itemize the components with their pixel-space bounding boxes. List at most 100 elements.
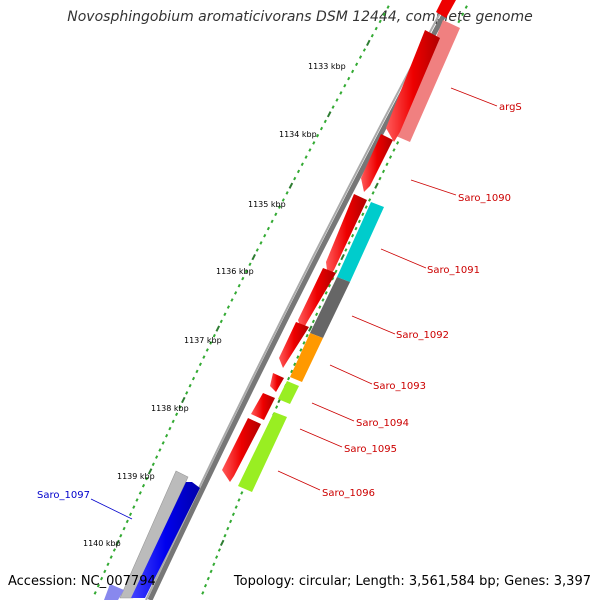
minor-tick xyxy=(355,62,359,67)
minor-tick xyxy=(128,512,133,517)
cds-saro-1091[interactable] xyxy=(326,194,367,278)
cds-saro-1090[interactable] xyxy=(361,134,393,192)
cds-top-partial[interactable] xyxy=(436,0,456,18)
cds-saro-1097[interactable] xyxy=(131,482,200,598)
cds-saro-1094[interactable] xyxy=(251,393,275,420)
minor-tick xyxy=(388,155,393,159)
minor-tick xyxy=(392,148,396,152)
minor-tick xyxy=(321,298,325,302)
argS-feature[interactable] xyxy=(396,20,460,142)
minor-tick xyxy=(259,241,263,245)
major-tick xyxy=(251,253,256,261)
major-tick xyxy=(366,39,371,47)
minor-tick xyxy=(302,341,306,345)
minor-tick xyxy=(138,491,142,495)
minor-tick xyxy=(347,241,351,245)
gene-label-saro-1090[interactable]: Saro_1090 xyxy=(458,193,511,204)
cds-saro-1093[interactable] xyxy=(279,322,309,368)
minor-tick xyxy=(237,498,241,502)
minor-tick xyxy=(378,176,382,181)
minor-tick xyxy=(185,391,189,395)
minor-tick xyxy=(311,319,315,324)
minor-tick xyxy=(248,262,252,267)
minor-tick xyxy=(270,219,274,224)
gene-label-saro-1096[interactable]: Saro_1096 xyxy=(322,488,375,499)
minor-tick xyxy=(299,348,303,352)
gene-label-saro-1094[interactable]: Saro_1094 xyxy=(356,418,409,429)
minor-tick xyxy=(324,291,328,295)
minor-tick xyxy=(96,583,100,588)
minor-tick xyxy=(122,526,126,531)
gene-label-saro-1091[interactable]: Saro_1091 xyxy=(427,265,480,276)
major-tick xyxy=(215,325,221,332)
leader-saro-1092 xyxy=(351,315,396,335)
minor-tick xyxy=(296,169,301,174)
minor-tick xyxy=(304,155,308,159)
cds-saro-1092[interactable] xyxy=(298,268,336,332)
minor-tick xyxy=(374,26,378,31)
saro-1092-feature[interactable] xyxy=(310,277,350,338)
minor-tick xyxy=(293,362,297,367)
minor-tick xyxy=(231,512,235,517)
minor-tick xyxy=(386,5,390,9)
minor-tick xyxy=(217,548,221,552)
cds-saro-1093b[interactable] xyxy=(270,373,284,392)
tick-label-1140: 1140 kbp xyxy=(83,539,121,548)
minor-tick xyxy=(335,98,339,102)
minor-tick xyxy=(209,341,213,345)
gene-label-saro-1095[interactable]: Saro_1095 xyxy=(344,444,397,455)
tick-label-1135: 1135 kbp xyxy=(248,200,286,209)
leader-saro-1093 xyxy=(329,364,373,385)
saro-1096-feature[interactable] xyxy=(238,412,287,492)
leader-saro-1097 xyxy=(90,498,133,520)
minor-tick xyxy=(339,91,343,95)
leader-argS xyxy=(450,87,498,107)
minor-tick xyxy=(100,576,104,581)
gene-label-argS[interactable]: argS xyxy=(499,102,522,113)
minor-tick xyxy=(215,555,219,559)
minor-tick xyxy=(244,269,248,274)
minor-tick xyxy=(290,369,294,374)
cds-reverse xyxy=(104,470,200,600)
minor-tick xyxy=(334,269,338,274)
minor-tick xyxy=(361,212,365,217)
saro-1094-feature[interactable] xyxy=(278,381,299,404)
minor-tick xyxy=(308,148,312,152)
minor-tick xyxy=(93,591,97,595)
saro-1093-feature[interactable] xyxy=(290,333,323,382)
minor-tick xyxy=(263,233,267,238)
gene-label-saro-1097[interactable]: Saro_1097 xyxy=(37,490,90,501)
minor-tick xyxy=(347,76,351,81)
minor-tick xyxy=(300,162,304,167)
minor-tick xyxy=(106,562,110,567)
genome-summary-text: Topology: circular; Length: 3,561,584 bp… xyxy=(233,574,591,589)
minor-tick xyxy=(370,33,374,38)
major-tick xyxy=(181,396,186,404)
gene-label-saro-1092[interactable]: Saro_1092 xyxy=(396,330,449,341)
minor-tick xyxy=(240,491,244,495)
minor-tick xyxy=(226,526,230,531)
major-tick xyxy=(288,182,294,189)
minor-tick xyxy=(165,433,169,438)
gene-label-saro-1093[interactable]: Saro_1093 xyxy=(373,381,426,392)
minor-tick xyxy=(266,226,270,231)
minor-tick xyxy=(203,583,208,588)
minor-tick xyxy=(327,283,332,288)
minor-tick xyxy=(141,483,146,488)
minor-tick xyxy=(358,55,363,59)
minor-tick xyxy=(205,348,209,352)
minor-tick xyxy=(155,455,159,459)
minor-tick xyxy=(223,533,227,538)
saro-1091-feature[interactable] xyxy=(337,202,384,282)
minor-tick xyxy=(337,262,341,267)
minor-tick xyxy=(331,105,335,109)
cds-saro-1095[interactable] xyxy=(222,418,261,482)
cds-argS[interactable] xyxy=(386,30,440,142)
major-tick xyxy=(219,539,225,547)
minor-tick xyxy=(109,555,113,559)
cds-saro-1097-lower[interactable] xyxy=(104,584,124,600)
minor-tick xyxy=(305,333,309,338)
minor-tick xyxy=(212,333,216,338)
minor-tick xyxy=(385,162,389,167)
